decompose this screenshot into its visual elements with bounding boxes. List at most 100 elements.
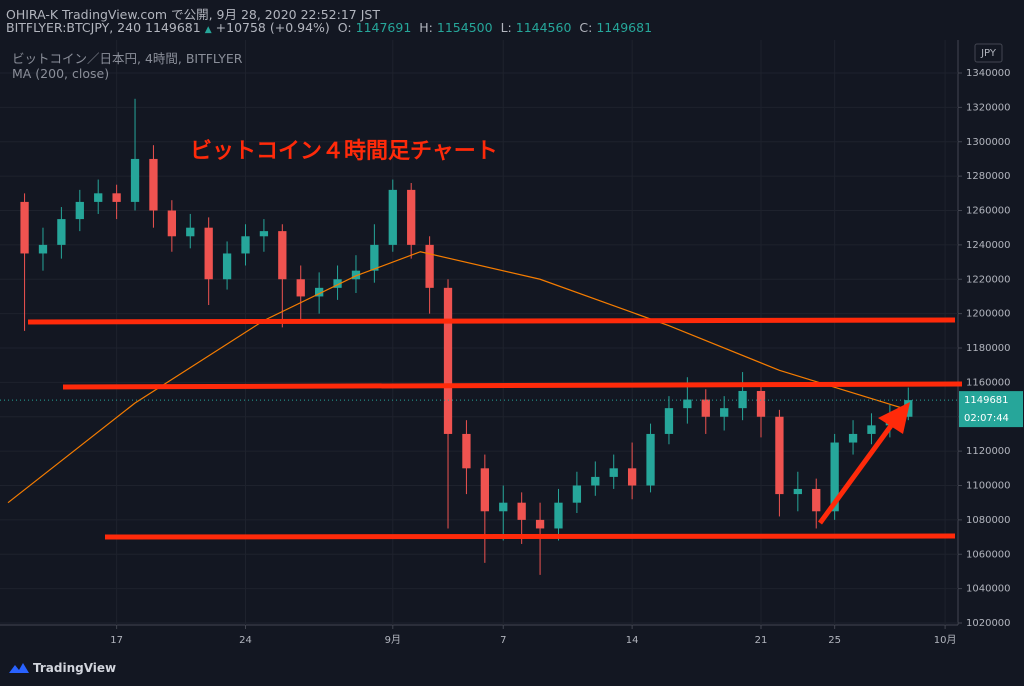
candle-body	[535, 519, 545, 529]
last-price: 1149681	[145, 20, 201, 35]
ohlc-label: L:	[500, 20, 512, 35]
y-tick-label: 1040000	[966, 584, 1011, 595]
y-tick-label: 1080000	[966, 515, 1011, 526]
candle-body	[370, 244, 379, 271]
candle-body	[664, 408, 674, 434]
y-tick-label: 1340000	[966, 68, 1011, 79]
y-tick-label: 1160000	[966, 377, 1011, 388]
candle-body	[149, 158, 158, 211]
candle-body	[554, 502, 563, 529]
candle-body	[278, 231, 287, 280]
ma-line	[7, 251, 909, 504]
candle-body	[793, 488, 802, 495]
annotation: ビットコイン４時間足チャート	[190, 139, 498, 164]
candle-body	[315, 287, 324, 297]
x-tick-label: 14	[626, 635, 639, 646]
candle-body	[112, 193, 121, 202]
candle-body	[517, 502, 526, 520]
y-tick-label: 1120000	[966, 446, 1011, 457]
legend-entry: MA (200, close)	[12, 66, 110, 81]
series-legend: ビットコイン／日本円, 4時間, BITFLYER	[12, 48, 242, 67]
ohlc-line: BITFLYER:BTCJPY, 240 1149681 ▲ +10758 (+0.9…	[6, 20, 656, 35]
ohlc-label: H:	[419, 20, 433, 35]
candle-body	[848, 433, 858, 443]
x-tick-label: 17	[110, 635, 123, 646]
candle-body	[591, 476, 600, 486]
candle-body	[94, 193, 103, 202]
candle-body	[241, 236, 250, 254]
candle-body	[462, 433, 471, 469]
candle-body	[738, 390, 747, 409]
candle-body	[646, 433, 655, 486]
candle-body	[57, 219, 66, 245]
candle-body	[425, 244, 434, 288]
candle-body	[867, 425, 876, 434]
candle-body	[572, 485, 582, 503]
x-tick-label: 21	[755, 635, 768, 646]
ohlc-value: 1147691	[355, 20, 412, 35]
symbol: BITFLYER:BTCJPY, 240	[6, 20, 142, 35]
publish-line: OHIRA-K TradingView.com で公開, 9月 28, 2020…	[6, 4, 384, 23]
candle-body	[720, 408, 729, 417]
y-tick-label: 1060000	[966, 549, 1011, 560]
ma-legend: MA (200, close)	[12, 66, 109, 81]
candle-body	[627, 468, 637, 486]
y-tick-label: 1200000	[966, 309, 1011, 320]
y-tick-label: 1320000	[966, 102, 1011, 113]
candle-body	[609, 468, 618, 477]
y-tick-label: 1300000	[966, 137, 1011, 148]
ohlc-value: 1154500	[436, 20, 493, 35]
trend-arrow-head	[878, 402, 910, 434]
x-tick-label: 7	[500, 635, 506, 646]
candle-body	[683, 399, 692, 409]
ohlc-label: O:	[337, 20, 352, 35]
countdown: 02:07:44	[964, 413, 1009, 424]
candle-body	[407, 189, 416, 245]
ohlc-label: C:	[579, 20, 593, 35]
candle-body	[812, 488, 821, 512]
y-tick-label: 1260000	[966, 206, 1011, 217]
candle-body	[259, 231, 269, 237]
up-arrow: ▲	[204, 25, 212, 35]
support-line	[27, 317, 956, 325]
change: +10758 (+0.94%)	[215, 20, 330, 35]
currency-box[interactable]	[974, 43, 1003, 63]
candle-body	[388, 189, 397, 245]
support-line	[104, 533, 956, 540]
candle-body	[167, 210, 176, 237]
candle-body	[222, 253, 232, 280]
branding: TradingView	[33, 661, 117, 675]
y-tick-label: 1180000	[966, 343, 1011, 354]
candle-body	[296, 279, 305, 297]
candle-body	[20, 201, 29, 254]
y-tick-label: 1020000	[966, 618, 1011, 629]
price-badge-label: 1149681	[964, 395, 1009, 406]
footer: TradingView	[8, 660, 116, 676]
candle-body	[443, 287, 453, 434]
candle-body	[38, 244, 48, 254]
x-tick-label: 25	[828, 635, 841, 646]
x-tick-label: 10月	[934, 634, 957, 646]
candle-body	[130, 158, 140, 202]
resistance-line	[62, 381, 963, 390]
x-tick-label: 24	[239, 635, 252, 646]
logo	[9, 663, 29, 673]
candle-body	[701, 399, 710, 417]
candle-body	[333, 279, 342, 288]
candle-body	[775, 416, 784, 495]
x-tick-label: 9月	[385, 634, 401, 646]
y-tick-label: 1100000	[966, 481, 1011, 492]
currency[interactable]: JPY	[980, 48, 997, 59]
y-tick-label: 1240000	[966, 240, 1011, 251]
y-tick-label: 1280000	[966, 171, 1011, 182]
ohlc-value: 1149681	[596, 20, 653, 35]
candle-body	[75, 201, 84, 220]
y-tick-label: 1220000	[966, 274, 1011, 285]
logo-shape	[9, 663, 29, 673]
title: OHIRA-K TradingView.com で公開, 9月 28, 2020…	[6, 7, 380, 22]
candle-body	[830, 442, 839, 512]
drawings: ビットコイン４時間足チャート	[27, 139, 963, 540]
plot-area: 1020000 1040000 1060000 1080000 1100000 11200…	[0, 40, 1011, 646]
